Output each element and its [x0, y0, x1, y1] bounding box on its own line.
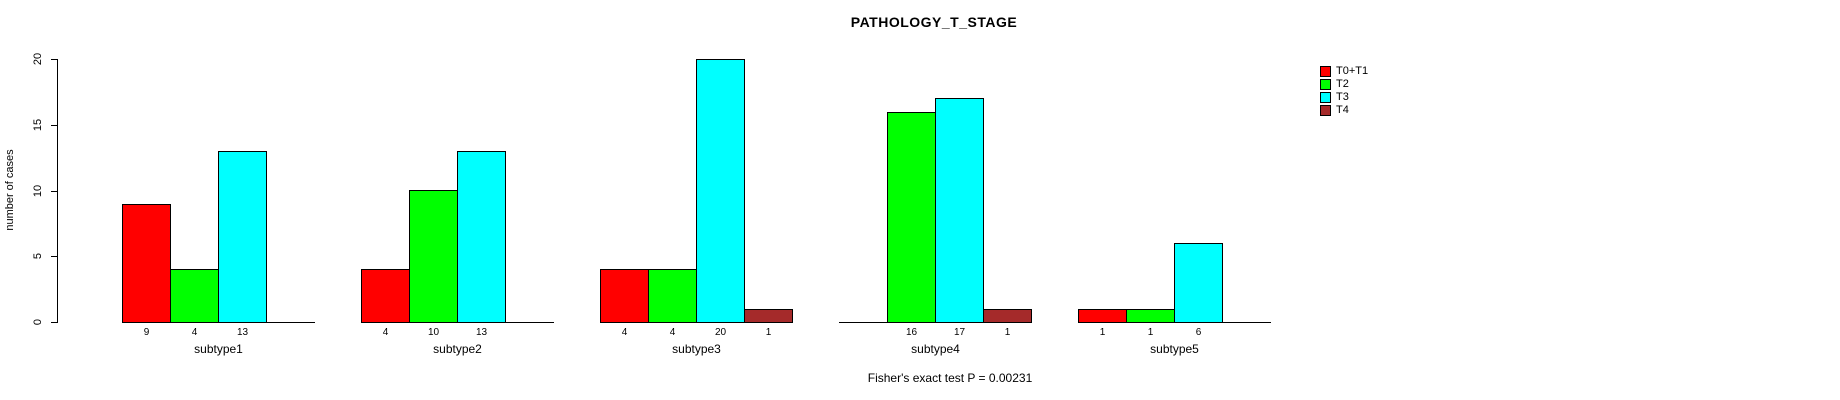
bar-subtype3-T4 — [744, 309, 793, 323]
x-category-label: subtype5 — [1150, 342, 1199, 356]
legend-swatch-T4 — [1320, 105, 1331, 116]
bar-count-label: 13 — [236, 327, 249, 338]
y-axis-tick-label: 10 — [32, 184, 44, 198]
bar-subtype3-T0+T1 — [600, 269, 649, 323]
bar-subtype5-T2 — [1126, 309, 1175, 323]
bar-subtype4-T4 — [983, 309, 1032, 323]
bar-subtype1-T2 — [170, 269, 219, 323]
bar-count-label: 13 — [475, 327, 488, 338]
bar-count-label: 1 — [765, 327, 772, 338]
fisher-test-annotation: Fisher's exact test P = 0.00231 — [867, 371, 1033, 385]
y-axis-line — [57, 59, 58, 323]
y-axis-tick-label: 15 — [32, 118, 44, 132]
legend-swatch-T3 — [1320, 92, 1331, 103]
y-axis-tick — [51, 125, 57, 126]
bar-count-label: 1 — [1099, 327, 1106, 338]
x-category-label: subtype4 — [911, 342, 960, 356]
bar-count-label: 4 — [382, 327, 389, 338]
legend-label-T0+T1: T0+T1 — [1336, 65, 1369, 77]
bar-count-label: 6 — [1195, 327, 1202, 338]
legend-swatch-T0+T1 — [1320, 66, 1331, 77]
bar-subtype2-T3 — [457, 151, 506, 323]
bar-count-label: 4 — [621, 327, 628, 338]
x-category-label: subtype2 — [433, 342, 482, 356]
bar-count-label: 16 — [905, 327, 918, 338]
bar-count-label: 1 — [1147, 327, 1154, 338]
legend-label-T4: T4 — [1336, 104, 1349, 116]
x-category-label: subtype3 — [672, 342, 721, 356]
bar-subtype3-T3 — [696, 59, 745, 323]
bar-count-label: 4 — [669, 327, 676, 338]
bar-subtype5-T0+T1 — [1078, 309, 1127, 323]
bar-count-label: 17 — [953, 327, 966, 338]
y-axis-tick — [51, 322, 57, 323]
bar-subtype2-T0+T1 — [361, 269, 410, 323]
bar-subtype3-T2 — [648, 269, 697, 323]
x-category-label: subtype1 — [194, 342, 243, 356]
bar-subtype2-T2 — [409, 190, 458, 323]
bar-subtype5-T3 — [1174, 243, 1223, 323]
legend-swatch-T2 — [1320, 79, 1331, 90]
y-axis-tick-label: 5 — [32, 252, 44, 260]
bar-count-label: 1 — [1004, 327, 1011, 338]
bar-subtype1-T0+T1 — [122, 204, 171, 323]
bar-subtype4-T2 — [887, 112, 936, 323]
y-axis-tick — [51, 191, 57, 192]
bar-count-label: 20 — [714, 327, 727, 338]
bar-count-label: 4 — [191, 327, 198, 338]
y-axis-tick — [51, 256, 57, 257]
chart-title: PATHOLOGY_T_STAGE — [850, 14, 1018, 30]
y-axis-tick-label: 20 — [32, 52, 44, 66]
y-axis-tick-label: 0 — [32, 318, 44, 326]
bar-subtype4-T3 — [935, 98, 984, 323]
legend-label-T3: T3 — [1336, 91, 1349, 103]
bar-count-label: 9 — [143, 327, 150, 338]
y-axis-tick — [51, 59, 57, 60]
bar-count-label: 10 — [427, 327, 440, 338]
legend-label-T2: T2 — [1336, 78, 1349, 90]
bar-subtype1-T3 — [218, 151, 267, 323]
